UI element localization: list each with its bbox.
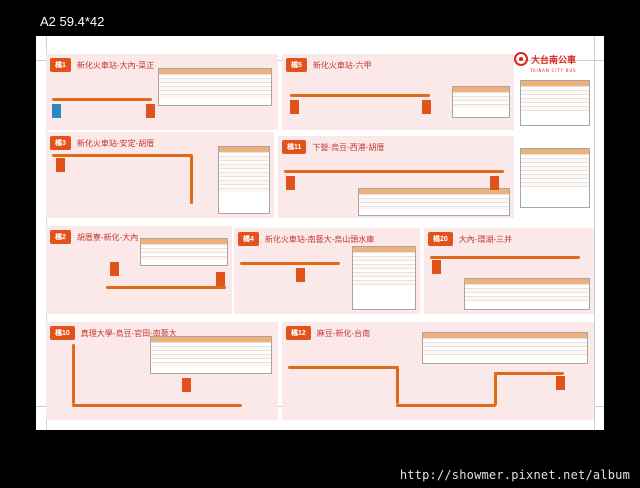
timetable [464, 278, 590, 310]
route-line [494, 372, 564, 375]
route-line [288, 366, 398, 369]
route-badge: 橘10 [50, 326, 75, 340]
timetable [520, 148, 590, 208]
timetable [452, 86, 510, 118]
terminal-marker [216, 272, 225, 286]
timetable [422, 332, 588, 364]
route-panel-3: 橘3 新化火車站-安定-胡厝 [46, 132, 274, 218]
terminal-marker [422, 100, 431, 114]
route-title: 真理大學-烏豆-官田-南藝大 [80, 328, 177, 338]
route-title: 新化火車站-南藝大-烏山頭水庫 [264, 234, 375, 244]
route-line [494, 372, 497, 406]
timetable [158, 68, 272, 106]
route-line [52, 98, 152, 101]
route-title: 麻豆-新化-台南 [316, 328, 371, 338]
route-panel-2: 橘2 胡厝寮-新化-大內 [46, 226, 232, 314]
terminal-marker [182, 378, 191, 392]
route-panel-10: 橘10 真理大學-烏豆-官田-南藝大 [46, 322, 278, 420]
terminal-marker [296, 268, 305, 282]
route-line [396, 404, 496, 407]
terminal-marker [290, 100, 299, 114]
brand-logo: 大台南公車 [514, 52, 576, 66]
timetable [140, 238, 228, 266]
terminal-marker [52, 104, 61, 118]
timetable [358, 188, 510, 216]
terminal-marker [556, 376, 565, 390]
route-line [72, 404, 242, 407]
route-title: 大內-環湖-三井 [458, 234, 513, 244]
watermark-url: http://showmer.pixnet.net/album [399, 468, 630, 482]
timetable [352, 246, 416, 310]
route-badge: 橘4 [238, 232, 259, 246]
route-panel-1: 橘1 新化火車站-大內-菜正 [46, 54, 278, 130]
terminal-marker [490, 176, 499, 190]
bus-route-poster: 橘1 新化火車站-大內-菜正 橘5 新化火車站-六甲 大台南公車 TAINAN CI… [36, 36, 604, 430]
route-badge: 橘20 [428, 232, 453, 246]
route-title: 下營-烏豆-西港-胡厝 [312, 142, 385, 152]
route-line [190, 154, 193, 204]
route-badge: 橘12 [286, 326, 311, 340]
terminal-marker [432, 260, 441, 274]
terminal-marker [110, 262, 119, 276]
brand-subtitle: TAINAN CITY BUS [530, 68, 577, 73]
poster-size-label: A2 59.4*42 [40, 14, 105, 29]
route-title: 新化火車站-安定-胡厝 [76, 138, 155, 148]
route-line [430, 256, 580, 259]
route-line [72, 344, 75, 404]
route-badge: 橘3 [50, 136, 71, 150]
route-line [396, 366, 399, 404]
route-line [106, 286, 226, 289]
crop-guide-line [594, 36, 595, 430]
timetable [218, 146, 270, 214]
brand-name: 大台南公車 [531, 55, 577, 66]
route-badge: 橘11 [282, 140, 307, 154]
route-line [284, 170, 504, 173]
route-panel-5: 橘5 新化火車站-六甲 [282, 54, 514, 130]
route-badge: 橘1 [50, 58, 71, 72]
route-panel-4: 橘4 新化火車站-南藝大-烏山頭水庫 [234, 228, 420, 314]
terminal-marker [286, 176, 295, 190]
route-badge: 橘5 [286, 58, 307, 72]
route-title: 胡厝寮-新化-大內 [76, 232, 139, 242]
route-title: 新化火車站-六甲 [312, 60, 372, 70]
route-line [52, 154, 192, 157]
timetable [520, 80, 590, 126]
logo-icon [514, 52, 528, 66]
route-line [240, 262, 340, 265]
route-badge: 橘2 [50, 230, 71, 244]
terminal-marker [56, 158, 65, 172]
route-panel-20: 橘20 大內-環湖-三井 [424, 228, 594, 314]
terminal-marker [146, 104, 155, 118]
route-title: 新化火車站-大內-菜正 [76, 60, 155, 70]
timetable [150, 336, 272, 374]
route-line [290, 94, 430, 97]
route-panel-12: 橘12 麻豆-新化-台南 [282, 322, 594, 420]
route-panel-11: 橘11 下營-烏豆-西港-胡厝 [278, 136, 514, 218]
